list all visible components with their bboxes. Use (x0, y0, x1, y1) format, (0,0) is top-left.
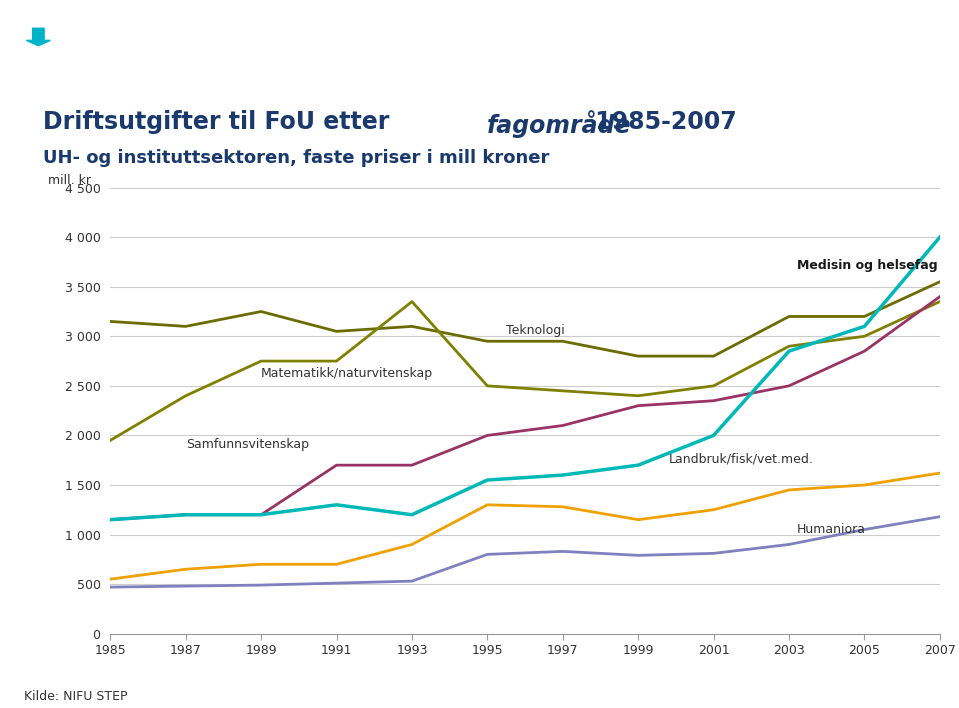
Text: Landbruk/fisk/vet.med.: Landbruk/fisk/vet.med. (668, 452, 813, 465)
Text: Teknologi: Teknologi (506, 324, 565, 337)
Text: Samfunnsvitenskap: Samfunnsvitenskap (186, 438, 309, 451)
Text: mill. kr: mill. kr (48, 174, 91, 187)
Text: Driftsutgifter til FoU etter: Driftsutgifter til FoU etter (43, 110, 398, 134)
FancyArrow shape (27, 28, 51, 46)
Text: Forskningsrådet: Forskningsrådet (82, 23, 234, 44)
Text: Medisin og helsefag: Medisin og helsefag (797, 259, 937, 272)
Bar (810, 17, 839, 47)
Circle shape (0, 12, 350, 55)
Text: UH- og instituttsektoren, faste priser i mill kroner: UH- og instituttsektoren, faste priser i… (43, 149, 550, 166)
Bar (883, 17, 912, 47)
Text: 1985-2007: 1985-2007 (587, 110, 737, 134)
Bar (847, 17, 876, 47)
Bar (920, 17, 948, 47)
Text: Matematikk/naturvitenskap: Matematikk/naturvitenskap (261, 367, 433, 380)
Text: fagområde: fagområde (487, 110, 632, 137)
Text: Humaniora: Humaniora (797, 523, 866, 535)
Text: Kilde: NIFU STEP: Kilde: NIFU STEP (24, 690, 128, 702)
